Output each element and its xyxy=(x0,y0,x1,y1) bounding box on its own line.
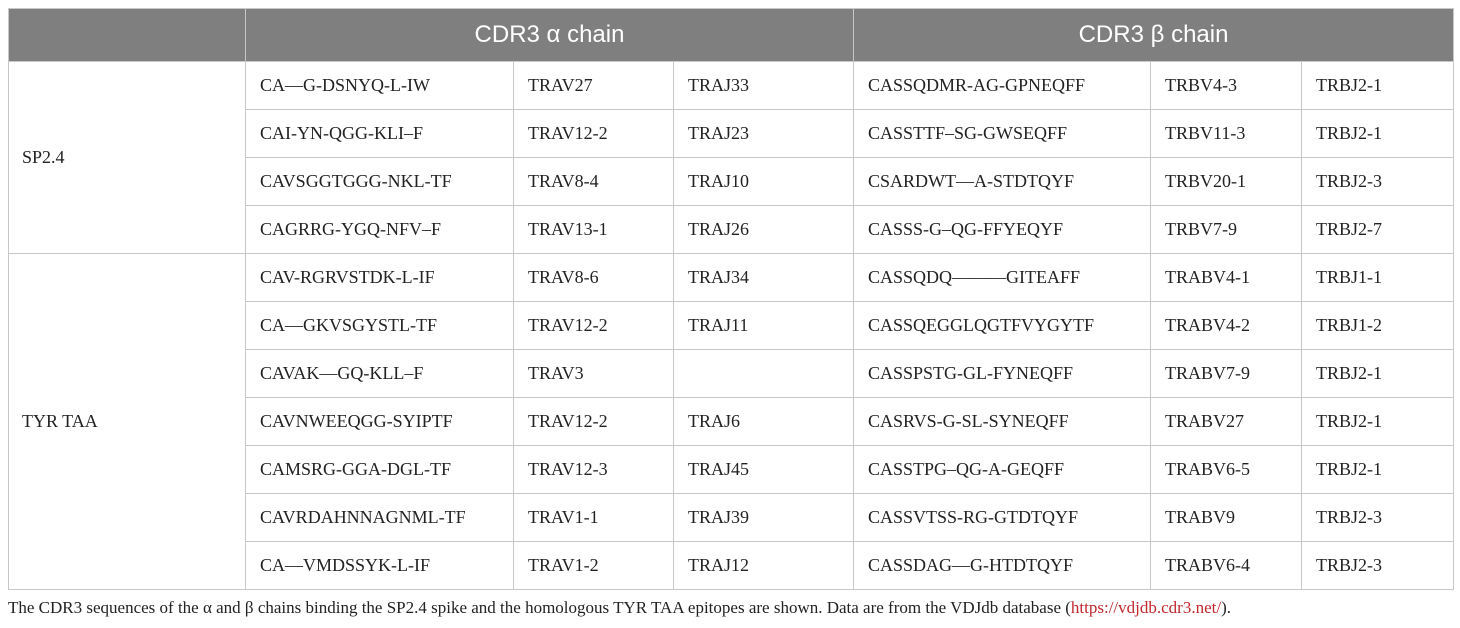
trbv-cell: TRABV7-9 xyxy=(1150,349,1302,398)
traj-cell: TRAJ39 xyxy=(673,493,854,542)
trav-cell: TRAV8-6 xyxy=(513,253,674,302)
trbj-cell: TRBJ2-1 xyxy=(1300,397,1455,446)
beta-cdr3-cell: CASSQDMR-AG-GPNEQFF xyxy=(853,61,1151,110)
table-row: CAVAK—GQ-KLL–F TRAV3 CASSPSTG-GL-FYNEQFF TR… xyxy=(9,349,1455,398)
table-row: TYR TAA CAV-RGRVSTDK-L-IF TRAV8-6 TRAJ34 CAS… xyxy=(8,253,1455,590)
trbj-cell: TRBJ2-3 xyxy=(1300,493,1455,542)
beta-cdr3-cell: CASSQDQ———GITEAFF xyxy=(853,253,1151,302)
beta-cdr3-cell: CASSQEGGLQGTFVYGYTF xyxy=(853,301,1151,350)
trbj-cell: TRBJ2-3 xyxy=(1300,157,1455,206)
beta-cdr3-cell: CASSVTSS-RG-GTDTQYF xyxy=(853,493,1151,542)
beta-cdr3-cell: CASSPSTG-GL-FYNEQFF xyxy=(853,349,1151,398)
beta-cdr3-cell: CASSS-G–QG-FFYEQYF xyxy=(853,205,1151,254)
trav-cell: TRAV12-2 xyxy=(513,397,674,446)
table-row: SP2.4 CA—G-DSNYQ-L-IW TRAV27 TRAJ33 CASSQDMR… xyxy=(8,61,1455,254)
table-caption: The CDR3 sequences of the α and β chains… xyxy=(8,598,1231,618)
trbj-cell: TRBJ2-1 xyxy=(1300,445,1455,494)
trbj-cell: TRBJ2-1 xyxy=(1300,109,1455,158)
cdr3-table: CDR3 α chain CDR3 β chain SP2.4 CA—G-DSNY… xyxy=(8,8,1455,590)
trbj-cell: TRBJ2-3 xyxy=(1300,541,1455,590)
trbj-cell: TRBJ1-2 xyxy=(1300,301,1455,350)
trav-cell: TRAV12-3 xyxy=(513,445,674,494)
traj-cell: TRAJ34 xyxy=(673,253,854,302)
caption-suffix: ). xyxy=(1221,598,1231,617)
alpha-cdr3-cell: CAGRRG-YGQ-NFV–F xyxy=(245,205,514,254)
trbv-cell: TRBV7-9 xyxy=(1150,205,1302,254)
table-row: CA—VMDSSYK-L-IF TRAV1-2 TRAJ12 CASSDAG—G-HT… xyxy=(9,541,1455,590)
trbv-cell: TRBV20-1 xyxy=(1150,157,1302,206)
trav-cell: TRAV3 xyxy=(513,349,674,398)
vdjdb-link[interactable]: https://vdjdb.cdr3.net/ xyxy=(1070,598,1222,617)
trbj-cell: TRBJ2-1 xyxy=(1300,61,1455,110)
alpha-cdr3-cell: CAVRDAHNNAGNML-TF xyxy=(245,493,514,542)
trav-cell: TRAV1-1 xyxy=(513,493,674,542)
trbv-cell: TRABV4-1 xyxy=(1150,253,1302,302)
alpha-cdr3-cell: CA—VMDSSYK-L-IF xyxy=(245,541,514,590)
table-row: CAGRRG-YGQ-NFV–F TRAV13-1 TRAJ26 CASSS-G–QG… xyxy=(9,205,1455,254)
table-container: CDR3 α chain CDR3 β chain SP2.4 CA—G-DSNY… xyxy=(8,8,1455,590)
traj-cell: TRAJ11 xyxy=(673,301,854,350)
beta-cdr3-cell: CASSDAG—G-HTDTQYF xyxy=(853,541,1151,590)
traj-cell: TRAJ12 xyxy=(673,541,854,590)
trav-cell: TRAV12-2 xyxy=(513,109,674,158)
traj-cell: TRAJ23 xyxy=(673,109,854,158)
traj-cell xyxy=(673,349,854,398)
table-row: CAI-YN-QGG-KLI–F TRAV12-2 TRAJ23 CASSTTF–SG… xyxy=(9,109,1455,158)
trav-cell: TRAV8-4 xyxy=(513,157,674,206)
alpha-cdr3-cell: CAVNWEEQGG-SYIPTF xyxy=(245,397,514,446)
trav-cell: TRAV12-2 xyxy=(513,301,674,350)
table-row: CAVNWEEQGG-SYIPTF TRAV12-2 TRAJ6 CASRVS-G-S… xyxy=(9,397,1455,446)
beta-cdr3-cell: CSARDWT—A-STDTQYF xyxy=(853,157,1151,206)
header-blank-cell xyxy=(8,8,246,62)
traj-cell: TRAJ33 xyxy=(673,61,854,110)
alpha-cdr3-cell: CAVAK—GQ-KLL–F xyxy=(245,349,514,398)
header-alpha-chain: CDR3 α chain xyxy=(245,8,854,62)
header-row: CDR3 α chain CDR3 β chain xyxy=(8,8,1455,62)
traj-cell: TRAJ6 xyxy=(673,397,854,446)
alpha-cdr3-cell: CA—GKVSGYSTL-TF xyxy=(245,301,514,350)
trav-cell: TRAV13-1 xyxy=(513,205,674,254)
table-body: SP2.4 CA—G-DSNYQ-L-IW TRAV27 TRAJ33 CASSQDMR… xyxy=(8,61,1455,590)
alpha-cdr3-cell: CAI-YN-QGG-KLI–F xyxy=(245,109,514,158)
traj-cell: TRAJ10 xyxy=(673,157,854,206)
trav-cell: TRAV1-2 xyxy=(513,541,674,590)
table-row: CAVSGGTGGG-NKL-TF TRAV8-4 TRAJ10 CSARDWT—A-… xyxy=(9,157,1455,206)
alpha-cdr3-cell: CAV-RGRVSTDK-L-IF xyxy=(245,253,514,302)
trbv-cell: TRABV9 xyxy=(1150,493,1302,542)
beta-cdr3-cell: CASRVS-G-SL-SYNEQFF xyxy=(853,397,1151,446)
trbv-cell: TRABV6-5 xyxy=(1150,445,1302,494)
trbj-cell: TRBJ1-1 xyxy=(1300,253,1455,302)
group-label: SP2.4 xyxy=(8,61,246,254)
alpha-cdr3-cell: CAMSRG-GGA-DGL-TF xyxy=(245,445,514,494)
trbv-cell: TRABV27 xyxy=(1150,397,1302,446)
trbv-cell: TRABV4-2 xyxy=(1150,301,1302,350)
beta-cdr3-cell: CASSTTF–SG-GWSEQFF xyxy=(853,109,1151,158)
beta-cdr3-cell: CASSTPG–QG-A-GEQFF xyxy=(853,445,1151,494)
trbj-cell: TRBJ2-1 xyxy=(1300,349,1455,398)
alpha-cdr3-cell: CAVSGGTGGG-NKL-TF xyxy=(245,157,514,206)
trbj-cell: TRBJ2-7 xyxy=(1300,205,1455,254)
header-beta-chain: CDR3 β chain xyxy=(852,8,1455,62)
alpha-cdr3-cell: CA—G-DSNYQ-L-IW xyxy=(245,61,514,110)
trbv-cell: TRBV4-3 xyxy=(1150,61,1302,110)
trbv-cell: TRBV11-3 xyxy=(1150,109,1302,158)
table-row: CA—GKVSGYSTL-TF TRAV12-2 TRAJ11 CASSQEGGLQG… xyxy=(9,301,1455,350)
trav-cell: TRAV27 xyxy=(513,61,674,110)
trbv-cell: TRABV6-4 xyxy=(1150,541,1302,590)
traj-cell: TRAJ26 xyxy=(673,205,854,254)
group-label: TYR TAA xyxy=(8,253,246,590)
traj-cell: TRAJ45 xyxy=(673,445,854,494)
table-row: CAMSRG-GGA-DGL-TF TRAV12-3 TRAJ45 CASSTPG–Q… xyxy=(9,445,1455,494)
caption-text: The CDR3 sequences of the α and β chains… xyxy=(8,598,1071,617)
